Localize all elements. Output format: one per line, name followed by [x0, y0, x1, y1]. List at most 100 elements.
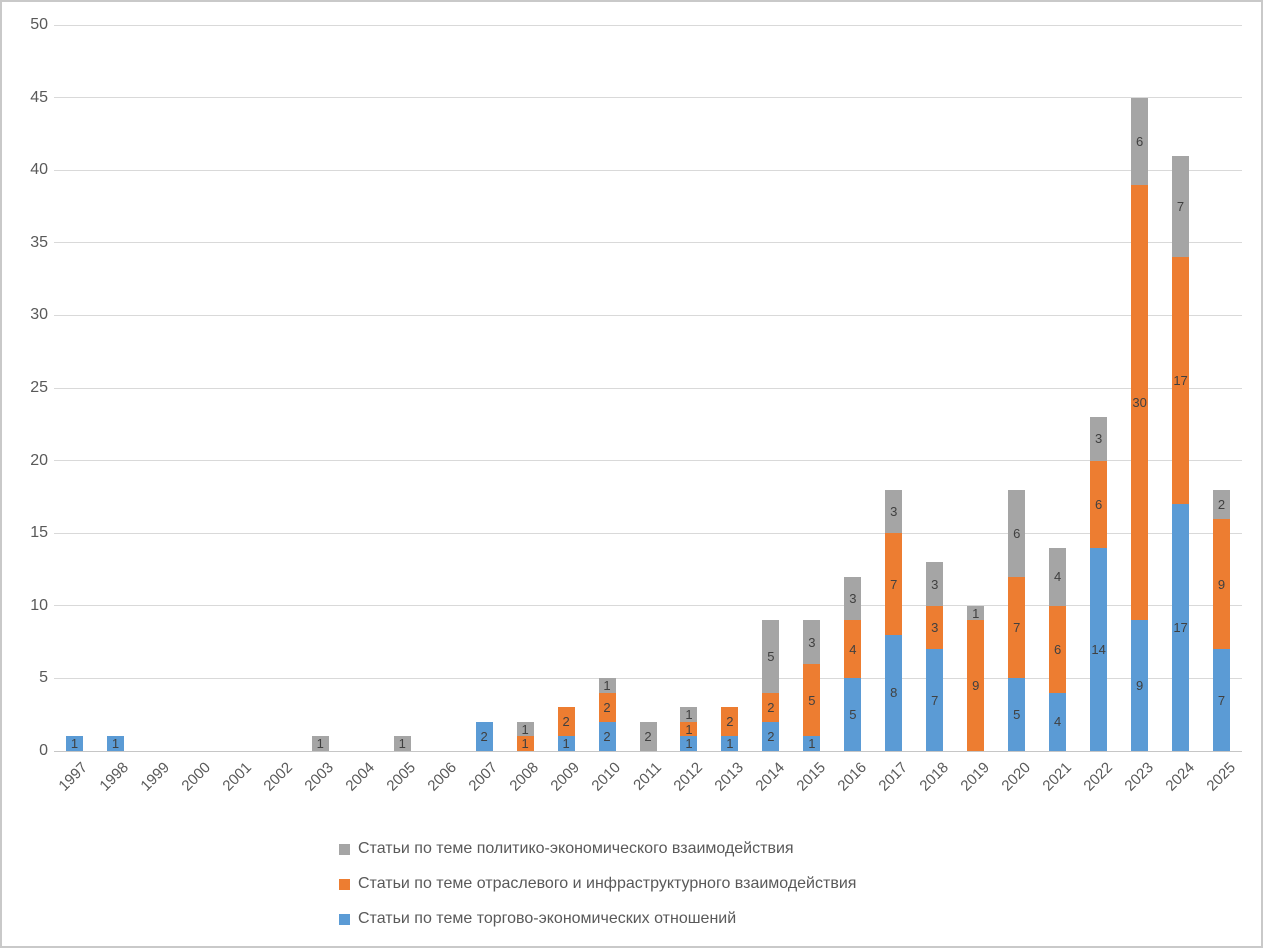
- bar-value-label: 2: [603, 728, 611, 744]
- legend-item: Статьи по теме отраслевого и инфраструкт…: [339, 873, 856, 895]
- bar-value-label: 6: [1094, 496, 1103, 512]
- bar-value-label: 3: [931, 620, 939, 636]
- bar-value-label: 2: [767, 699, 775, 715]
- x-axis-label: 2004: [342, 759, 379, 795]
- bar-segment: 7: [1172, 155, 1190, 258]
- x-axis-label: 1997: [55, 759, 92, 795]
- bar-segment: 5: [1008, 678, 1026, 751]
- bar-value-label: 2: [726, 714, 734, 730]
- bar-segment: 1: [557, 736, 575, 752]
- x-axis-label: 2002: [260, 759, 297, 795]
- y-axis-label: 25: [30, 379, 48, 396]
- bar-segment: 14: [1090, 547, 1108, 751]
- bar-value-label: 1: [70, 736, 79, 752]
- bar-segment: 9: [1213, 518, 1231, 650]
- bar-segment: 2: [475, 721, 493, 751]
- legend-item: Статьи по теме торгово-экономических отн…: [339, 908, 856, 930]
- y-axis-label: 45: [30, 88, 48, 106]
- bar-value-label: 1: [685, 736, 693, 752]
- bar-segment: 4: [1049, 547, 1067, 606]
- bar-value-label: 5: [767, 649, 775, 665]
- x-axis-label: 2023: [1120, 759, 1157, 795]
- bar-segment: 5: [803, 663, 821, 737]
- bar-value-label: 3: [808, 634, 816, 650]
- bar-segment: 3: [803, 620, 821, 664]
- x-axis-label: 2006: [424, 759, 461, 795]
- x-axis-label: 2008: [506, 759, 543, 795]
- x-axis-label: 2013: [711, 759, 747, 795]
- x-axis-label: 2000: [178, 759, 215, 795]
- legend-marker-icon: [339, 878, 350, 890]
- bar-value-label: 9: [1217, 576, 1226, 592]
- x-axis-label: 2001: [219, 759, 256, 795]
- x-axis-label: 2021: [1039, 759, 1075, 795]
- y-axis-label: 15: [30, 524, 48, 542]
- bar-value-label: 14: [1091, 641, 1106, 657]
- gridline: [54, 605, 1242, 607]
- bar-value-label: 7: [890, 576, 898, 592]
- legend-label: Статьи по теме торгово-экономических отн…: [358, 910, 737, 927]
- bar-segment: 1: [516, 721, 534, 737]
- bar-value-label: 1: [521, 721, 529, 737]
- bar-segment: 9: [967, 620, 985, 751]
- y-axis-label: 10: [30, 596, 48, 614]
- gridline: [54, 242, 1242, 244]
- y-axis-label: 0: [39, 742, 48, 759]
- bar-segment: 1: [803, 736, 821, 751]
- bar-segment: 1: [598, 678, 616, 693]
- y-axis-label: 35: [30, 233, 48, 251]
- legend-label: Статьи по теме политико-экономического в…: [358, 840, 794, 857]
- bar-segment: 3: [1090, 417, 1108, 461]
- y-axis-label: 30: [30, 306, 48, 324]
- gridline: [54, 677, 1242, 679]
- bar-value-label: 4: [849, 641, 857, 657]
- legend-marker-icon: [339, 843, 350, 855]
- bar-value-label: 2: [562, 714, 570, 730]
- gridline: [54, 24, 1242, 26]
- gridline: [54, 750, 1242, 752]
- x-axis-label: 2005: [383, 759, 420, 795]
- x-axis-label: 2012: [670, 759, 706, 795]
- bar-value-label: 17: [1173, 373, 1188, 389]
- gridline: [54, 460, 1242, 462]
- bar-value-label: 2: [1217, 496, 1226, 512]
- bar-value-label: 4: [1054, 569, 1062, 585]
- bar-segment: 2: [762, 692, 780, 722]
- bar-segment: 1: [393, 736, 411, 751]
- x-axis-label: 2011: [630, 759, 666, 794]
- x-axis-label: 2016: [834, 759, 870, 795]
- legend-label: Статьи по теме отраслевого и инфраструкт…: [358, 875, 857, 892]
- bar-value-label: 3: [890, 503, 898, 519]
- bar-value-label: 6: [1013, 525, 1021, 541]
- bar-value-label: 2: [644, 728, 652, 744]
- gridline: [54, 532, 1242, 534]
- x-axis-label: 2009: [547, 759, 584, 795]
- bar-segment: 6: [1090, 460, 1108, 548]
- x-axis-label: 2007: [465, 759, 502, 795]
- bar-value-label: 1: [316, 736, 324, 752]
- bar-value-label: 9: [1135, 678, 1144, 694]
- x-axis-label: 1999: [137, 759, 174, 795]
- bar-segment: 1: [680, 736, 698, 752]
- bar-segment: 1: [680, 707, 698, 723]
- bar-value-label: 2: [480, 728, 488, 744]
- bar-value-label: 30: [1132, 395, 1147, 411]
- bar-segment: 6: [1008, 489, 1026, 577]
- x-axis-label: 1998: [96, 759, 133, 795]
- bar-segment: 2: [762, 721, 780, 751]
- bar-value-label: 1: [521, 736, 529, 752]
- bar-segment: 1: [516, 736, 534, 752]
- bar-segment: 1: [680, 721, 698, 737]
- bar-segment: 2: [721, 707, 739, 737]
- legend-marker-icon: [339, 913, 350, 925]
- bar-value-label: 9: [972, 678, 980, 694]
- bar-segment: 2: [598, 692, 616, 722]
- bar-value-label: 1: [685, 707, 693, 723]
- y-axis-label: 5: [39, 669, 48, 687]
- bar-segment: 4: [844, 620, 862, 679]
- bar-value-label: 4: [1054, 714, 1062, 730]
- bar-segment: 6: [1131, 97, 1149, 185]
- bar-value-label: 1: [562, 736, 570, 752]
- gridline: [54, 314, 1242, 316]
